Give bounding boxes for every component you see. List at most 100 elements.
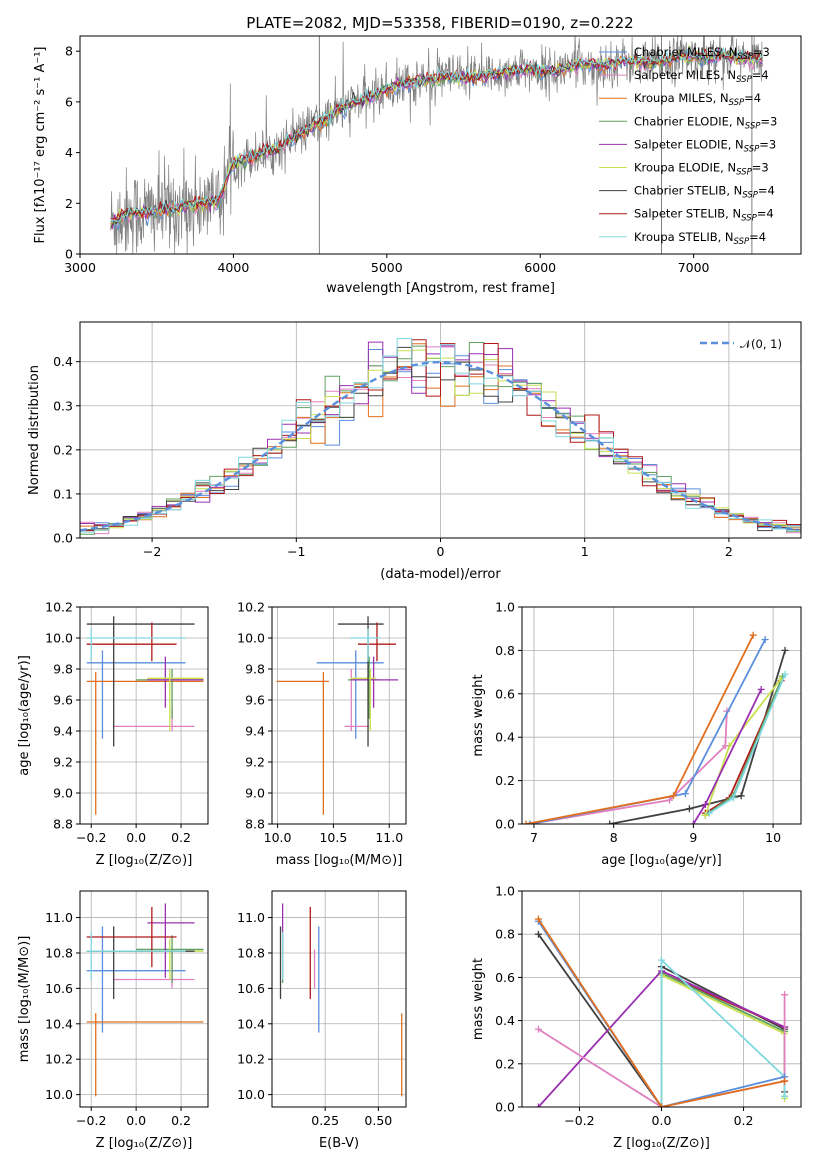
error-bar-point <box>86 628 186 662</box>
x-tick-label: 0.0 <box>652 1113 672 1128</box>
weight-marker <box>534 930 542 938</box>
y-tick-label: 10.0 <box>237 631 265 646</box>
x-tick-label: −0.2 <box>564 1113 594 1128</box>
y-axis-label: mass weight <box>471 674 486 756</box>
weight-series <box>658 971 789 1107</box>
weight-series <box>534 915 789 1107</box>
weight-line <box>537 918 785 1107</box>
y-tick-label: 9.8 <box>53 662 73 677</box>
y-tick-label: 0.0 <box>53 531 73 546</box>
weight-marker <box>781 1077 789 1085</box>
legend-entry: Chabrier STELIB, NSSP=4 <box>634 184 775 201</box>
error-bar-point <box>113 707 195 731</box>
weight-marker <box>685 805 693 813</box>
error-bar-point <box>147 903 195 978</box>
x-tick-label: 2 <box>725 544 733 559</box>
weight-line <box>529 711 728 824</box>
y-tick-label: 1.0 <box>495 600 515 615</box>
plot-area <box>522 631 789 824</box>
chart-4: 7 8 9 10 0.0 0.2 0.4 0.6 0.8 1.0 age [log₁₀(age/yr… <box>471 600 802 868</box>
chart-6: 0.25 0.50 10.0 10.2 10.4 10.6 10.8 11.0 E(B-V) <box>237 890 407 1151</box>
y-tick-label: 8.8 <box>53 817 73 832</box>
x-axis-label: age [log₁₀(age/yr)] <box>601 853 722 868</box>
legend: Chabrier MILES, NSSP=3 Salpeter MILES, NS… <box>599 45 777 247</box>
y-axis-label: age [log₁₀(age/yr)] <box>17 655 32 776</box>
error-bar-point <box>86 650 186 739</box>
weight-marker <box>757 685 765 693</box>
x-tick-label: 10 <box>765 830 781 845</box>
y-tick-label: 10.2 <box>237 600 265 615</box>
x-tick-label: 7000 <box>678 260 710 275</box>
weight-marker <box>534 1025 542 1033</box>
y-tick-label: 10.8 <box>237 945 265 960</box>
weight-marker <box>781 670 789 678</box>
weight-marker <box>534 1103 542 1107</box>
y-tick-label: 10.0 <box>45 1087 73 1102</box>
plot-area <box>110 36 763 254</box>
weight-marker <box>526 820 534 824</box>
y-axis-label: Normed distribution <box>27 365 42 495</box>
x-tick-label: 9 <box>689 830 697 845</box>
weight-series <box>701 675 785 819</box>
gaussian-reference-line <box>80 360 799 532</box>
legend-entry: Kroupa STELIB, NSSP=4 <box>634 230 766 247</box>
weight-line <box>660 958 786 1107</box>
legend-entry: Chabrier ELODIE, NSSP=3 <box>634 114 777 131</box>
y-tick-label: 10.4 <box>237 1016 265 1031</box>
weight-line <box>660 973 786 1107</box>
error-bar-point <box>86 672 204 815</box>
x-axis-label: Z [log₁₀(Z/Z⊙)] <box>96 1136 193 1151</box>
chart-2: −0.2 0.0 0.2 8.8 9.0 9.2 9.4 9.6 9.8 10.0 10.2 Z [l… <box>17 600 209 868</box>
weight-marker <box>534 915 542 923</box>
y-tick-label: 9.2 <box>245 755 265 770</box>
y-tick-label: 0.3 <box>53 398 73 413</box>
weight-marker <box>522 820 530 824</box>
weight-marker <box>681 790 689 798</box>
error-bar-point <box>86 926 186 1033</box>
y-tick-label: 9.4 <box>53 724 73 739</box>
y-tick-label: 8.8 <box>245 817 265 832</box>
weight-marker <box>737 792 745 800</box>
y-tick-label: 0.2 <box>495 773 515 788</box>
x-tick-label: −2 <box>143 544 161 559</box>
error-bar-point <box>357 622 396 662</box>
y-tick-label: 10.6 <box>237 981 265 996</box>
plot-frame <box>79 606 209 825</box>
y-tick-label: 0.4 <box>53 354 73 369</box>
y-tick-label: 8 <box>65 44 73 59</box>
plot-area <box>86 616 204 815</box>
x-tick-label: −0.2 <box>76 1113 106 1128</box>
chart-3: 10.0 10.5 11.0 8.8 9.0 9.2 9.4 9.6 9.8 10.0 10.2 ma… <box>237 600 407 868</box>
error-bar-point <box>276 672 329 815</box>
weight-marker <box>705 809 713 817</box>
error-bar-point <box>350 669 376 731</box>
x-tick-label: 3000 <box>64 260 96 275</box>
x-tick-label: 0 <box>437 544 445 559</box>
y-tick-label: 9.2 <box>53 755 73 770</box>
x-tick-label: 0.2 <box>171 1113 191 1128</box>
x-tick-label: 0.25 <box>311 1113 339 1128</box>
y-tick-label: 4 <box>65 145 73 160</box>
y-tick-label: 0.4 <box>495 730 515 745</box>
legend-entry: Salpeter ELODIE, NSSP=3 <box>634 137 776 154</box>
y-tick-label: 9.4 <box>245 724 265 739</box>
weight-marker <box>669 792 677 800</box>
x-tick-label: 0.2 <box>734 1113 754 1128</box>
x-axis-label: wavelength [Angstrom, rest frame] <box>326 281 555 296</box>
plot-frame <box>79 321 802 539</box>
y-axis-label: mass weight <box>471 958 486 1040</box>
y-tick-label: 10.0 <box>237 1087 265 1102</box>
y-tick-label: 11.0 <box>237 910 265 925</box>
plot-frame <box>271 890 407 1108</box>
error-bar-point <box>86 931 186 980</box>
y-tick-label: 0 <box>65 247 73 262</box>
y-tick-label: 10.2 <box>237 1052 265 1067</box>
weight-series <box>689 685 765 824</box>
y-tick-label: 10.2 <box>45 600 73 615</box>
y-tick-label: 0.8 <box>495 643 515 658</box>
weight-series <box>522 631 757 824</box>
error-bar-point <box>351 656 399 708</box>
plot-area <box>534 915 789 1107</box>
error-bar-point <box>86 1013 204 1097</box>
legend-entry: 𝒩(0, 1) <box>740 337 782 351</box>
